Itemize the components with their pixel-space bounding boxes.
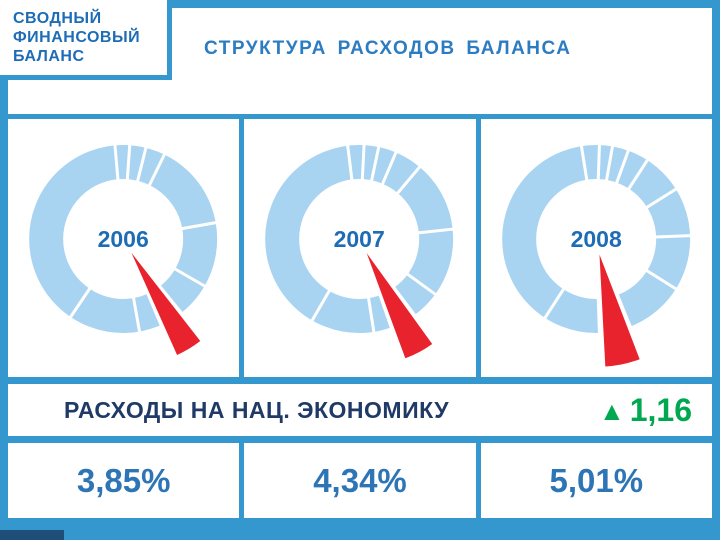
pie-year-label: 2006: [98, 226, 149, 252]
pie-segment-divider: [381, 150, 398, 186]
page-title: СТРУКТУРА РАСХОДОВ БАЛАНСА: [204, 38, 572, 59]
pie-segment-divider: [346, 144, 354, 181]
percent-cell-2006: 3,85%: [8, 443, 240, 518]
logo-box: СВОДНЫЙ ФИНАНСОВЫЙ БАЛАНС: [0, 0, 172, 80]
up-triangle-icon: ▲: [598, 396, 625, 426]
pie-panel-2008: 2008: [480, 119, 712, 377]
percent-value: 4,34%: [313, 461, 407, 499]
pie-segment-divider: [173, 267, 207, 288]
pie-segment-divider: [361, 144, 366, 181]
metric-bar: РАСХОДЫ НА НАЦ. ЭКОНОМИКУ ▲ 1,16: [8, 384, 712, 436]
pie-segment-divider: [113, 144, 120, 181]
donut-chart-2006: 2006: [29, 144, 218, 355]
pie-segment-divider: [68, 287, 92, 319]
pie-ring: [265, 145, 454, 333]
pie-segment-divider: [370, 145, 381, 182]
pie-segment-divider: [579, 144, 589, 181]
pie-segment-divider: [645, 187, 678, 210]
footer-accent-strip: [0, 530, 64, 540]
pie-segment-divider: [614, 149, 630, 185]
pie-ring: [501, 145, 690, 333]
percent-cell-2007: 4,34%: [244, 443, 476, 518]
pie-ring: [29, 145, 218, 333]
pie-segment-divider: [135, 146, 148, 183]
logo-line-1: СВОДНЫЙ: [13, 10, 102, 27]
pie-highlight-slice: [131, 252, 201, 355]
pie-segment-divider: [131, 296, 142, 333]
delta-value: 1,16: [629, 392, 692, 428]
pie-panels-row: 2006 2007 2008: [8, 119, 712, 377]
pie-segment-divider: [654, 234, 691, 239]
percent-value: 3,85%: [76, 461, 171, 499]
pie-segment-divider: [626, 158, 649, 191]
pie-segment-divider: [645, 268, 678, 291]
pie-segment-divider: [596, 144, 601, 181]
donut-chart-2008: 2008: [501, 144, 691, 367]
percent-cell-2008: 5,01%: [480, 443, 712, 518]
pie-highlight-slice: [599, 254, 640, 367]
percent-bar: 3,85% 4,34% 5,01%: [8, 443, 712, 518]
pie-segment-divider: [604, 145, 614, 182]
logo-line-3: БАЛАНС: [13, 48, 85, 65]
delta-badge: ▲ 1,16: [599, 394, 692, 426]
pie-segment-divider: [406, 272, 438, 297]
pie-segment-divider: [147, 152, 167, 187]
pie-highlight-slice: [367, 253, 433, 359]
pie-panel-2006: 2006: [8, 119, 240, 377]
pie-segment-divider: [181, 221, 217, 231]
donut-chart-2007: 2007: [265, 144, 455, 359]
pie-segment-divider: [125, 144, 132, 181]
metric-label: РАСХОДЫ НА НАЦ. ЭКОНОМИКУ: [64, 396, 450, 423]
pie-panel-2007: 2007: [244, 119, 476, 377]
pie-year-label: 2007: [334, 226, 385, 252]
pie-segment-divider: [396, 165, 422, 195]
pie-year-label: 2008: [570, 226, 621, 252]
logo-line-2: ФИНАНСОВЫЙ: [13, 29, 141, 46]
pie-segment-divider: [542, 287, 565, 320]
pie-segment-divider: [367, 297, 376, 334]
pie-segment-divider: [310, 289, 332, 323]
percent-value: 5,01%: [549, 461, 644, 499]
pie-segment-divider: [418, 227, 455, 235]
